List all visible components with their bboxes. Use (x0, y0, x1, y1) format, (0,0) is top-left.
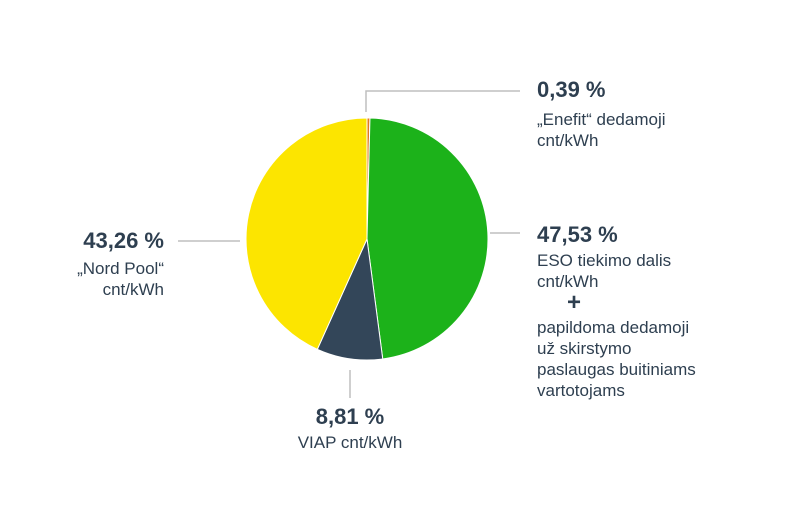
leader-lines (178, 90, 520, 398)
eso-extra-line4: vartotojams (537, 380, 625, 400)
eso-plus-sign: + (567, 289, 582, 317)
eso-extra-line1: papildoma dedamoji (537, 318, 690, 338)
eso-label-line1: ESO tiekimo dalis (537, 250, 672, 270)
nordpool-percent: 43,26 % (83, 228, 164, 253)
label-viap: 8,81 % VIAP cnt/kWh (270, 404, 430, 454)
viap-label-line1: VIAP cnt/kWh (297, 432, 403, 452)
viap-percent: 8,81 % (315, 404, 385, 429)
enefit-percent: 0,39 % (537, 77, 606, 102)
nordpool-label-line2: cnt/kWh (102, 279, 164, 299)
eso-extra-line2: už skirstymo (537, 339, 632, 359)
label-enefit: 0,39 % „Enefit“ dedamoji cnt/kWh (537, 77, 666, 151)
leader-line-enefit (365, 90, 520, 112)
enefit-label-line1: „Enefit“ dedamoji (537, 109, 666, 129)
eso-extra-line3: paslaugas buitiniams (537, 359, 696, 379)
eso-percent: 47,53 % (537, 222, 618, 247)
enefit-label-line2: cnt/kWh (537, 130, 599, 150)
pie-slices (245, 117, 489, 361)
pie-slice-eso (366, 117, 489, 360)
eso-label-line2: cnt/kWh (537, 271, 599, 291)
pie-slice-nordpool (245, 117, 368, 350)
nordpool-label-line1: „Nord Pool“ (77, 258, 164, 278)
label-nordpool: 43,26 % „Nord Pool“ cnt/kWh (77, 228, 164, 300)
label-eso: 47,53 % ESO tiekimo dalis cnt/kWh + papi… (537, 222, 696, 401)
